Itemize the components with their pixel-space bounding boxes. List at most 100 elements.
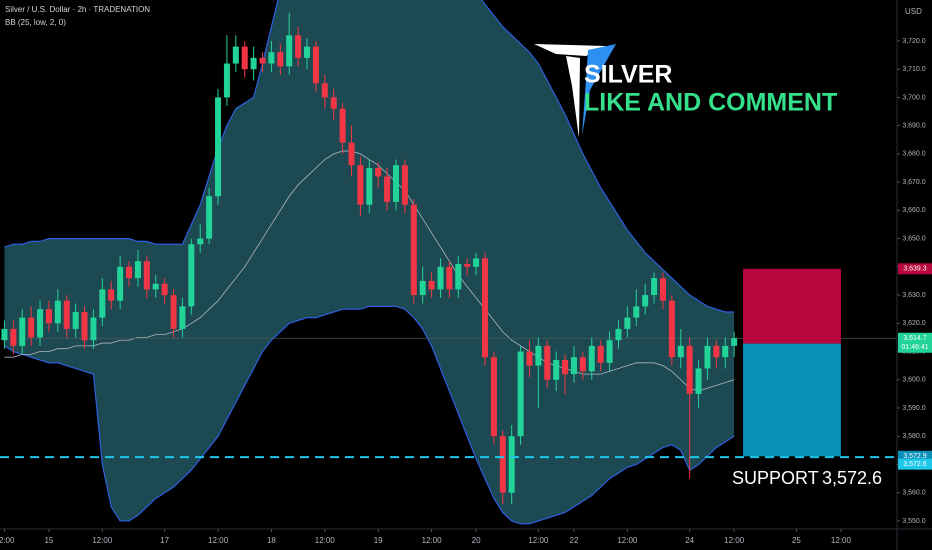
price-tag-label: 3,614.7 — [903, 335, 926, 342]
price-tag — [898, 450, 932, 462]
indicator-label: BB (25, low, 2, 0) — [5, 18, 66, 27]
x-tick-label: 22 — [570, 536, 579, 545]
candle-body — [108, 289, 115, 301]
plot-area — [0, 0, 897, 525]
candle-body — [286, 35, 293, 67]
candle-body — [223, 63, 230, 98]
candle-body — [232, 46, 239, 64]
candle-body — [268, 52, 275, 64]
candle-body — [241, 46, 248, 70]
y-tick-label: 3,600.0 — [902, 377, 925, 384]
candle-body — [99, 289, 106, 318]
candle-body — [10, 328, 17, 346]
y-tick-label: 3,680.0 — [902, 151, 925, 158]
candle-body — [535, 345, 542, 366]
x-tick-label: 12:00 — [422, 536, 443, 545]
candle-body — [54, 300, 61, 324]
candle-body — [392, 165, 399, 202]
candle-body — [686, 345, 693, 394]
x-tick-label: 19 — [374, 536, 383, 545]
candle-body — [481, 258, 488, 358]
candle-body — [134, 261, 141, 279]
candle-body — [517, 351, 524, 437]
x-tick-label: 17 — [160, 536, 169, 545]
candle-body — [588, 345, 595, 372]
candle-body — [348, 142, 355, 166]
support-value: 3,572.6 — [822, 468, 882, 488]
y-tick-label: 3,710.0 — [902, 66, 925, 73]
candle-body — [259, 57, 266, 64]
candle-body — [455, 264, 462, 290]
x-tick-label: 18 — [267, 536, 276, 545]
candle-body — [295, 35, 302, 58]
overlay: Silver / U.S. Dollar · 2h · TRADENATION … — [5, 5, 922, 488]
candle-body — [570, 357, 577, 375]
candle-body — [562, 360, 569, 375]
candle-body — [250, 57, 257, 70]
candle-body — [339, 108, 346, 143]
x-tick-label: 12:00 — [831, 536, 852, 545]
candle-body — [731, 338, 738, 346]
band-lower — [4, 305, 735, 525]
candle-body — [446, 266, 453, 290]
candle-body — [499, 436, 506, 493]
candle-body — [1, 328, 8, 341]
price-tag — [898, 263, 932, 275]
candle-body — [401, 165, 408, 205]
y-tick-label: 3,620.0 — [902, 320, 925, 327]
candle-body — [597, 345, 604, 363]
y-tick-label: 3,650.0 — [902, 235, 925, 242]
candle-body — [428, 280, 435, 290]
price-tag-label: 3,639.3 — [903, 266, 926, 273]
candle-body — [126, 266, 133, 279]
candle-body — [642, 295, 649, 307]
price-tag — [898, 332, 932, 353]
price-tag — [898, 458, 932, 470]
x-tick-label: 12:00 — [92, 536, 113, 545]
candle-body — [206, 196, 213, 239]
candle-body — [695, 368, 702, 394]
candle-body — [651, 278, 658, 296]
candle-body — [668, 300, 675, 358]
band-fill — [4, 0, 735, 524]
candle-body — [437, 266, 444, 290]
x-tick-label: 25 — [792, 536, 801, 545]
x-tick-label: 12:00 — [315, 536, 336, 545]
candle-body — [161, 283, 168, 296]
x-tick-label: 12:00 — [528, 536, 549, 545]
logo-accent — [582, 44, 616, 136]
logo-stem — [566, 56, 580, 138]
candle-body — [357, 165, 364, 205]
y-tick-label: 3,590.0 — [902, 405, 925, 412]
chart-title: Silver / U.S. Dollar · 2h · TRADENATION — [5, 5, 150, 14]
candle-body — [384, 176, 391, 202]
candle-body — [508, 436, 515, 493]
currency-label: USD — [905, 7, 922, 16]
candle-body — [330, 97, 337, 109]
candle-body — [37, 309, 44, 338]
candle-body — [677, 345, 684, 358]
y-tick-label: 3,670.0 — [902, 179, 925, 186]
candle-body — [473, 258, 480, 267]
y-tick-label: 3,560.0 — [902, 490, 925, 497]
x-tick-label: 20 — [472, 536, 481, 545]
annotation: LIKE AND COMMENT — [584, 89, 837, 117]
candle-body — [321, 83, 328, 98]
candle-body — [615, 328, 622, 341]
annotation: SILVER — [584, 61, 672, 89]
candle-body — [624, 317, 631, 329]
logo — [534, 44, 616, 138]
candle-body — [72, 312, 79, 329]
candle-body — [464, 264, 471, 267]
candle-body — [659, 278, 666, 301]
candle-body — [45, 309, 52, 324]
y-tick-label: 3,580.0 — [902, 433, 925, 440]
candle-body — [375, 168, 382, 177]
x-tick-label: 12:00 — [617, 536, 638, 545]
price-tag-label: 3,572.9 — [903, 453, 926, 460]
x-tick-label: 15 — [44, 536, 53, 545]
y-tick-label: 3,700.0 — [902, 94, 925, 101]
candle-body — [152, 283, 159, 290]
candle-body — [633, 306, 640, 318]
